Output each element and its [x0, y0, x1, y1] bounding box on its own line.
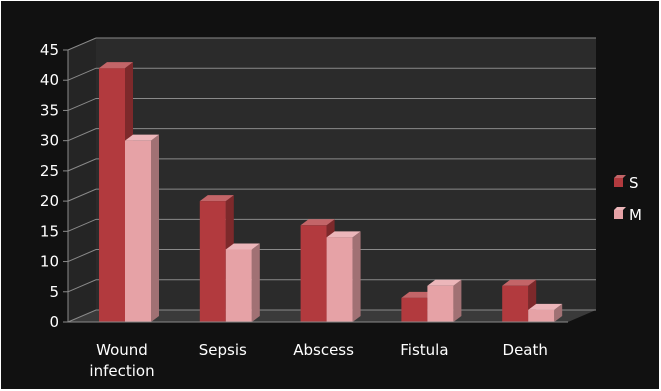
- gridline-10: [67, 249, 596, 263]
- bar-top-S-2: [300, 219, 335, 226]
- bar-S-3: [401, 297, 428, 322]
- side-wall: [68, 38, 96, 322]
- bar-M-3: [427, 285, 454, 322]
- bar-S-2: [300, 225, 327, 322]
- y-tick-label-30: 30: [40, 132, 59, 150]
- bar-top-M-4: [528, 303, 563, 310]
- bar-S-0: [99, 68, 125, 322]
- bar-side-M-3: [453, 279, 462, 322]
- gridline-40: [67, 67, 596, 81]
- legend-label-S: S: [629, 174, 639, 192]
- y-tick-label-35: 35: [40, 101, 59, 119]
- bar-M-2: [326, 237, 353, 322]
- bar-top-S-1: [199, 195, 234, 202]
- y-tick-label-15: 15: [40, 222, 59, 240]
- bar-top-M-1: [225, 243, 260, 250]
- legend-swatch-S: [614, 178, 623, 187]
- y-tick-label-0: 0: [49, 313, 59, 331]
- legend: SM: [614, 174, 642, 224]
- bar-side-M-1: [251, 243, 260, 322]
- gridline-25: [67, 158, 596, 172]
- bar-M-4: [528, 309, 555, 322]
- gridline-35: [67, 97, 596, 111]
- bar-M-0: [125, 140, 151, 322]
- y-tick-label-5: 5: [49, 283, 59, 301]
- bar-top-M-3: [427, 279, 462, 286]
- x-tick-label-3: Fistula: [400, 341, 448, 359]
- bar-top-S-4: [502, 279, 537, 286]
- bar-top-M-2: [326, 231, 361, 238]
- legend-swatch-top-M: [614, 207, 626, 210]
- gridline-15: [67, 218, 596, 232]
- bar-top-S-0: [99, 62, 133, 69]
- legend-swatch-top-S: [614, 175, 626, 178]
- x-tick-label-1: Sepsis: [199, 341, 247, 359]
- bar-side-M-4: [554, 303, 563, 322]
- y-tick-label-40: 40: [40, 71, 59, 89]
- x-tick-label-2: Abscess: [293, 341, 354, 359]
- x-tick-label-4: Death: [503, 341, 548, 359]
- y-tick-label-45: 45: [40, 41, 59, 59]
- gridline-5: [67, 279, 596, 293]
- bar-top-S-3: [401, 291, 436, 298]
- bar-M-1: [225, 249, 252, 322]
- y-tick-label-20: 20: [40, 192, 59, 210]
- x-tick-label-0-line0: Wound: [96, 341, 148, 359]
- legend-swatch-M: [614, 210, 623, 219]
- bar-side-M-0: [151, 134, 159, 322]
- bar-S-1: [199, 201, 226, 322]
- x-tick-label-0-line1: infection: [89, 362, 154, 380]
- plot-area: 0 5 10 15 20 25 30 35 40 45 Wound infection Sepsis Ab…: [40, 37, 596, 380]
- gridline-45: [67, 37, 596, 51]
- bar-S-4: [502, 285, 529, 322]
- bar-top-M-0: [125, 134, 159, 141]
- legend-label-M: M: [629, 206, 642, 224]
- bar-side-M-2: [352, 231, 361, 322]
- y-tick-label-25: 25: [40, 162, 59, 180]
- gridline-20: [67, 188, 596, 202]
- gridline-30: [67, 128, 596, 142]
- y-tick-label-10: 10: [40, 253, 59, 271]
